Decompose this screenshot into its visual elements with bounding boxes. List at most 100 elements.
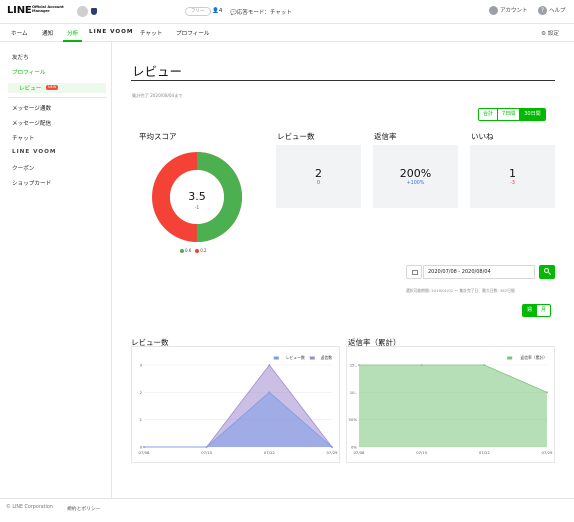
donut-legend: 0.6 0.2 [180,248,207,253]
sidebar-item-message-count[interactable]: メッセージ通数 [12,106,52,112]
sidebar-item-profile[interactable]: プロフィール [12,70,46,76]
x-tick-label: 07/15 [201,450,213,455]
week-button[interactable]: 週 [523,305,537,316]
review-count-chart: 0 1 2 3 07/08 07/15 07/22 07/29 返信数 レビュー数 [131,346,340,463]
donut-segment-green [152,152,242,242]
range-selector: 合計 7日間 30日間 [478,108,546,121]
reply-mode-link[interactable]: 💬応答モード：チャット [230,10,292,16]
y-tick-label: 10.. [350,390,357,395]
series-line [144,391,333,448]
granularity-selector: 週 月 [522,304,552,317]
metric-change: -3 [510,181,515,186]
average-score-change: -1 [194,206,200,211]
legend-label: 返信数 [321,355,333,360]
sidebar-item-message-delivery[interactable]: メッセージ配信 [12,121,52,127]
average-score-title: 平均スコア [139,132,177,141]
tab-chat[interactable]: チャット [140,31,163,37]
reply-rate-chart: 0% 50% 10.. 15.. 07/08 07/15 07/22 07/29 返信率（累計） [346,346,555,463]
x-tick-label: 07/08 [354,450,366,455]
x-tick-label: 07/22 [479,450,491,455]
followers-count: 👤4 [212,8,223,14]
sidebar-item-review[interactable]: レビュー [19,86,42,92]
tab-home[interactable]: ホーム [11,31,28,37]
help-menu[interactable]: ? ヘルプ [538,6,566,15]
calendar-icon [412,270,418,275]
y-tick-label: 3 [140,363,143,368]
help-icon: ? [538,6,547,15]
x-tick-label: 07/29 [327,450,339,455]
data-point [546,391,548,394]
range-total-button[interactable]: 合計 [483,111,494,117]
shield-icon [91,8,97,15]
range-7d-button[interactable]: 7日間 [497,109,519,120]
date-range-input[interactable]: 2020/07/08 - 2020/08/04 [423,265,535,279]
terms-link[interactable]: 規約とポリシー [67,507,101,512]
legend-label: 返信率（累計） [520,355,547,360]
reply-rate-chart-svg: 0% 50% 10.. 15.. 07/08 07/15 07/22 07/29 返信率（累計） [349,355,554,455]
reply-rate-title: 返信率 [374,132,397,141]
gear-icon: ⚙ [541,31,547,37]
date-range-note: 選択可能期間: 2019/01/01 〜 集計完了日、最大日数: 367日間 [406,288,515,293]
x-tick-label: 07/22 [264,450,276,455]
sidebar-item-shop-card[interactable]: ショップカード [12,181,52,187]
date-search-button[interactable] [539,265,555,279]
divider [8,97,106,98]
y-tick-label: 0 [140,445,143,450]
likes-title: いいね [471,132,494,141]
metric-change: 0 [316,181,321,186]
month-button[interactable]: 月 [536,305,550,316]
line-logo[interactable]: LINE [7,5,32,16]
data-point [268,364,271,366]
y-tick-label: 2 [140,390,143,395]
account-icon [489,6,498,15]
metric-change: +100% [406,181,425,186]
chart-title-reply-rate: 返信率（累計） [348,338,401,347]
data-point [268,391,271,394]
average-score-value: 3.5 [188,190,206,203]
plan-badge: フリー [185,7,211,16]
metric-value: 2 [315,167,322,180]
sidebar-item-chat[interactable]: チャット [12,136,35,142]
review-count-card: 2 0 [276,145,361,208]
tab-analytics[interactable]: 分析 [63,29,83,42]
sidebar-item-line-voom[interactable]: LINE VOOM [12,149,57,155]
y-tick-label: 1 [140,417,143,422]
tab-notifications[interactable]: 通知 [42,31,54,37]
person-icon: 👤 [212,8,219,14]
tab-profile[interactable]: プロフィール [176,31,210,37]
data-point [143,446,145,448]
settings-link[interactable]: ⚙ 設定 [541,31,559,37]
donut-hole [170,170,224,224]
account-menu[interactable]: アカウント [489,6,528,15]
divider [131,80,555,81]
data-point [483,364,486,366]
tab-line-voom[interactable]: LINE VOOM [89,29,134,35]
chart-title-review-count: レビュー数 [131,338,169,347]
account-avatar[interactable] [77,6,88,17]
logo-subtitle: Official Account Manager [32,5,64,14]
x-tick-label: 07/08 [139,450,151,455]
metric-value: 1 [509,167,516,180]
legend-label: レビュー数 [286,355,305,360]
calendar-button[interactable] [406,265,422,279]
reply-rate-card: 200% +100% [373,145,458,208]
y-tick-label: 15.. [350,363,357,368]
legend-dot-red [195,249,200,253]
data-point [205,446,208,448]
metric-value: 200% [399,167,432,180]
data-point [420,364,423,366]
x-tick-label: 07/15 [416,450,428,455]
chat-bubble-icon: 💬 [230,10,237,16]
likes-card: 1 -3 [470,145,555,208]
sidebar-item-coupon[interactable]: クーポン [12,166,35,172]
data-point [331,446,333,448]
x-tick-label: 07/29 [542,450,554,455]
y-tick-label: 0% [351,445,357,450]
main-nav: ホーム 通知 分析 LINE VOOM チャット プロフィール ⚙ 設定 [0,24,574,42]
review-count-chart-svg: 0 1 2 3 07/08 07/15 07/22 07/29 返信数 レビュー数 [139,355,339,455]
legend-dot-green [180,249,184,253]
last-updated: 集計完了 2020/08/04まで [132,93,183,98]
sidebar-item-friends[interactable]: 友だち [12,55,29,61]
series-area [359,365,547,447]
range-30d-button[interactable]: 30日間 [519,109,545,120]
